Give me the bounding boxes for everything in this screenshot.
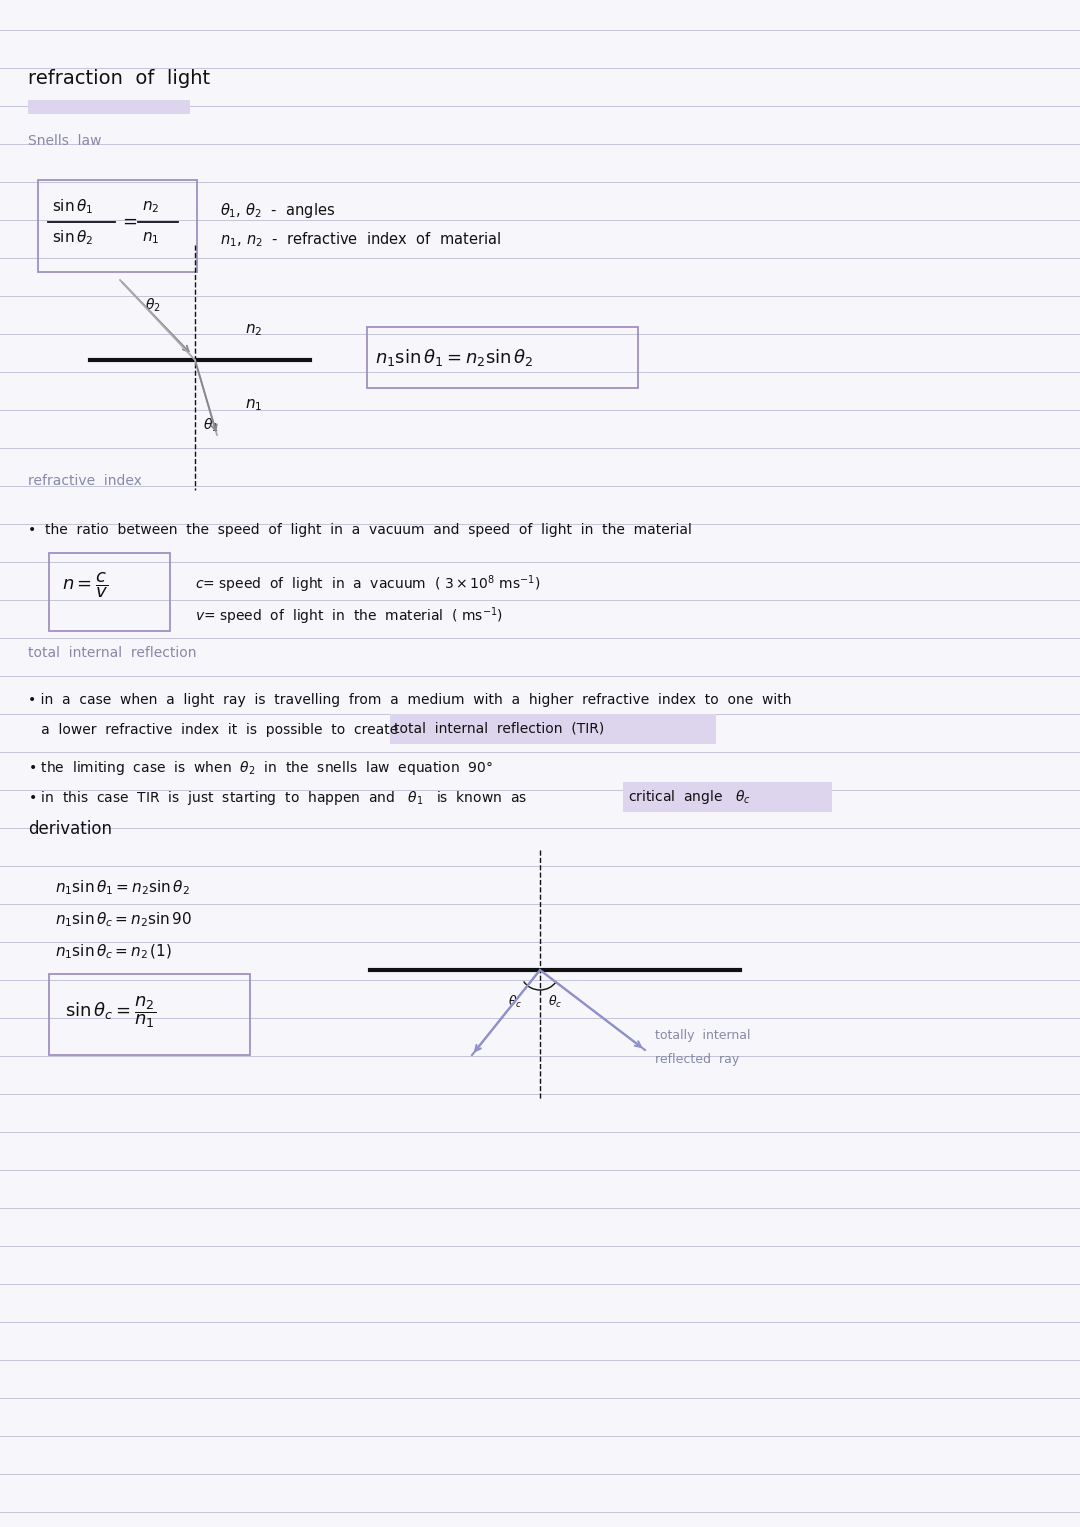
FancyBboxPatch shape (623, 782, 832, 812)
Text: $\theta_c$: $\theta_c$ (508, 994, 523, 1009)
Text: $n_2$: $n_2$ (245, 322, 262, 337)
Text: Snells  law: Snells law (28, 134, 102, 148)
Text: $n_1,\, n_2$  -  refractive  index  of  material: $n_1,\, n_2$ - refractive index of mater… (220, 231, 501, 249)
Text: reflected  ray: reflected ray (654, 1054, 739, 1066)
Text: $n_1\sin\theta_1 = n_2\sin\theta_2$: $n_1\sin\theta_1 = n_2\sin\theta_2$ (375, 348, 534, 368)
Text: $n_1\sin\theta_c = n_2\sin90$: $n_1\sin\theta_c = n_2\sin90$ (55, 910, 192, 930)
Text: • in  a  case  when  a  light  ray  is  travelling  from  a  medium  with  a  hi: • in a case when a light ray is travelli… (28, 693, 792, 707)
Text: critical  angle   $\theta_c$: critical angle $\theta_c$ (627, 788, 751, 806)
Text: $v$= speed  of  light  in  the  material  ( ms$^{-1}$): $v$= speed of light in the material ( ms… (195, 605, 503, 626)
Text: $\theta_1,\,\theta_2$  -  angles: $\theta_1,\,\theta_2$ - angles (220, 200, 335, 220)
Text: totally  internal: totally internal (654, 1029, 751, 1041)
Text: total  internal  reflection: total internal reflection (28, 646, 197, 660)
Text: derivation: derivation (28, 820, 112, 838)
Text: $\theta_c$: $\theta_c$ (548, 994, 563, 1009)
Text: $n_1$: $n_1$ (141, 231, 160, 246)
Text: $n_1$: $n_1$ (245, 397, 262, 412)
Text: $c$= speed  of  light  in  a  vacuum  ( $3\times10^8$ ms$^{-1}$): $c$= speed of light in a vacuum ( $3\tim… (195, 573, 540, 596)
Text: refraction  of  light: refraction of light (28, 69, 211, 89)
Text: $\theta_1$: $\theta_1$ (203, 417, 219, 434)
FancyBboxPatch shape (390, 715, 716, 744)
Text: =: = (122, 212, 137, 231)
Text: $\theta_2$: $\theta_2$ (145, 296, 161, 313)
Text: • the  limiting  case  is  when  $\theta_2$  in  the  snells  law  equation  90°: • the limiting case is when $\theta_2$ i… (28, 759, 492, 777)
Text: $\sin\theta_1$: $\sin\theta_1$ (52, 197, 93, 217)
Text: • in  this  case  TIR  is  just  starting  to  happen  and   $\theta_1$   is  kn: • in this case TIR is just starting to h… (28, 789, 532, 806)
Text: $\sin\theta_2$: $\sin\theta_2$ (52, 229, 93, 247)
Text: $n = \dfrac{c}{v}$: $n = \dfrac{c}{v}$ (62, 570, 108, 600)
Text: a  lower  refractive  index  it  is  possible  to  create: a lower refractive index it is possible … (28, 722, 407, 738)
Text: $n_1\sin\theta_1 = n_2\sin\theta_2$: $n_1\sin\theta_1 = n_2\sin\theta_2$ (55, 878, 190, 898)
Text: $n_1\sin\theta_c = n_2\,(1)$: $n_1\sin\theta_c = n_2\,(1)$ (55, 942, 172, 960)
Text: $n_2$: $n_2$ (141, 199, 160, 215)
Text: •  the  ratio  between  the  speed  of  light  in  a  vacuum  and  speed  of  li: • the ratio between the speed of light i… (28, 524, 692, 538)
Polygon shape (28, 99, 190, 115)
Text: total  internal  reflection  (TIR): total internal reflection (TIR) (394, 722, 604, 736)
Text: refractive  index: refractive index (28, 473, 141, 489)
Text: $\sin\theta_c = \dfrac{n_2}{n_1}$: $\sin\theta_c = \dfrac{n_2}{n_1}$ (65, 994, 157, 1029)
